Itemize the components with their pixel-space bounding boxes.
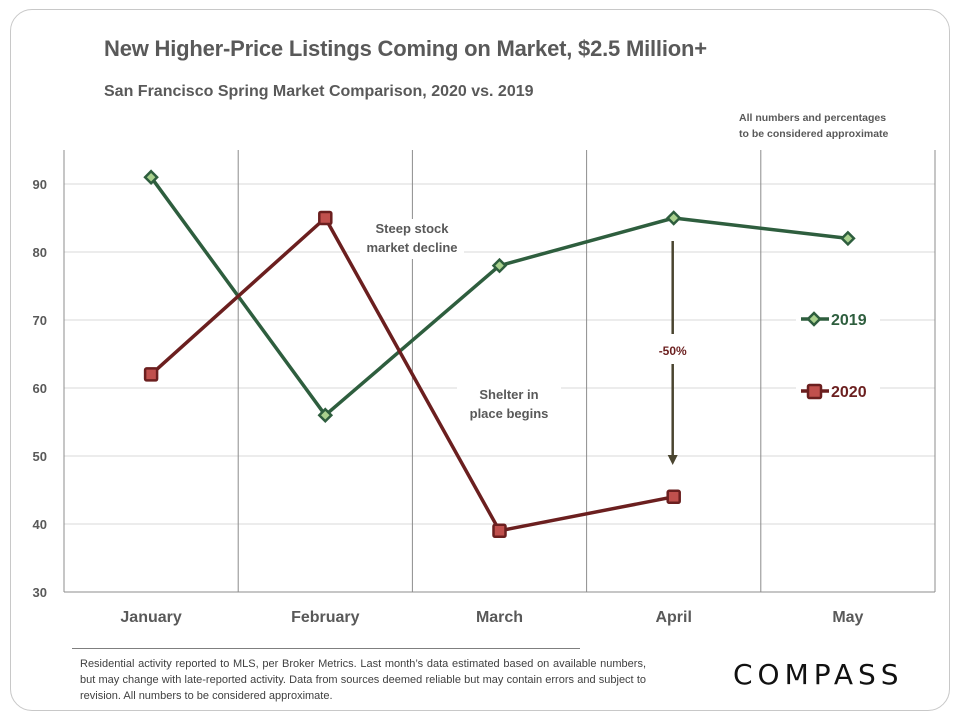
legend-label-2020: 2020	[831, 384, 867, 401]
footer-disclaimer: Residential activity reported to MLS, pe…	[80, 658, 646, 702]
annotation-shelter-in-place-bg	[457, 385, 561, 425]
series-line-2019	[149, 176, 849, 417]
y-tick-label: 70	[33, 313, 47, 328]
annotation-shelter-in-place-line-1: Shelter in	[479, 387, 538, 402]
legend-marker-2020	[806, 383, 823, 400]
x-tick-label: January	[120, 609, 181, 626]
approximation-note: All numbers and percentages to be consid…	[739, 110, 888, 142]
compass-logo: COMPASS	[733, 658, 904, 691]
data-point-2020	[666, 489, 681, 505]
annotation-stock-decline-line-1: Steep stock	[376, 221, 450, 236]
legend-marker-2019	[806, 311, 822, 327]
data-point-2020	[492, 523, 507, 539]
legend-label-2019: 2019	[831, 312, 867, 329]
data-point-2019	[840, 230, 856, 247]
y-tick-label: 90	[33, 177, 47, 192]
y-tick-label: 40	[33, 517, 47, 532]
note-line-1: All numbers and percentages	[739, 112, 887, 124]
data-point-2019	[491, 257, 508, 274]
chart-title: New Higher-Price Listings Coming on Mark…	[104, 36, 707, 61]
footer-divider	[72, 648, 580, 649]
chart-subtitle: San Francisco Spring Market Comparison, …	[104, 83, 534, 100]
annotation-shelter-in-place-line-2: place begins	[470, 406, 549, 421]
y-tick-label: 30	[33, 585, 47, 600]
y-tick-label: 50	[33, 449, 47, 464]
change-percent-label: -50%	[659, 344, 687, 358]
slide-frame	[10, 9, 950, 711]
x-tick-label: April	[655, 609, 691, 626]
x-tick-label: March	[476, 609, 523, 626]
x-tick-label: May	[832, 609, 863, 626]
annotation-stock-decline-line-2: market decline	[366, 240, 457, 255]
data-point-2020	[143, 367, 159, 382]
y-tick-label: 60	[33, 381, 47, 396]
data-point-2020	[318, 210, 333, 226]
data-point-2019	[317, 407, 334, 423]
note-line-2: to be considered approximate	[739, 128, 889, 140]
change-arrowhead	[667, 455, 678, 465]
annotation-stock-decline-bg	[360, 219, 464, 259]
y-tick-label: 80	[33, 245, 47, 260]
data-point-2019	[665, 210, 682, 226]
data-point-2019	[143, 169, 159, 185]
x-tick-label: February	[291, 609, 360, 626]
series-line-2020	[149, 216, 675, 533]
